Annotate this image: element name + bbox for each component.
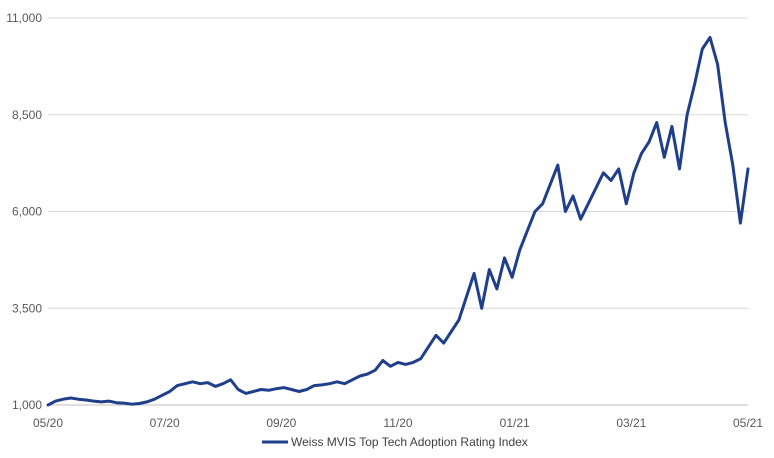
x-tick-label: 09/20 [266, 416, 296, 430]
legend: Weiss MVIS Top Tech Adoption Rating Inde… [262, 435, 528, 449]
x-tick-label: 01/21 [500, 416, 530, 430]
legend-label: Weiss MVIS Top Tech Adoption Rating Inde… [291, 435, 528, 449]
y-tick-label: 3,500 [12, 301, 42, 315]
x-tick-label: 05/21 [733, 416, 763, 430]
x-tick-label: 03/21 [616, 416, 646, 430]
y-tick-label: 1,000 [12, 398, 42, 412]
y-tick-label: 8,500 [12, 108, 42, 122]
x-tick-labels: 05/20 07/20 09/20 11/20 01/21 03/21 05/21 [33, 416, 763, 430]
x-tick-label: 11/20 [383, 416, 412, 430]
series-line-weiss-index [46, 35, 750, 407]
y-tick-label: 11,000 [6, 11, 42, 25]
x-tick-label: 05/20 [33, 416, 63, 430]
x-tick-label: 07/20 [150, 416, 180, 430]
y-gridlines [48, 17, 748, 309]
y-tick-label: 6,000 [12, 205, 42, 219]
y-tick-labels: 1,000 3,500 6,000 8,500 11,000 [6, 11, 42, 412]
